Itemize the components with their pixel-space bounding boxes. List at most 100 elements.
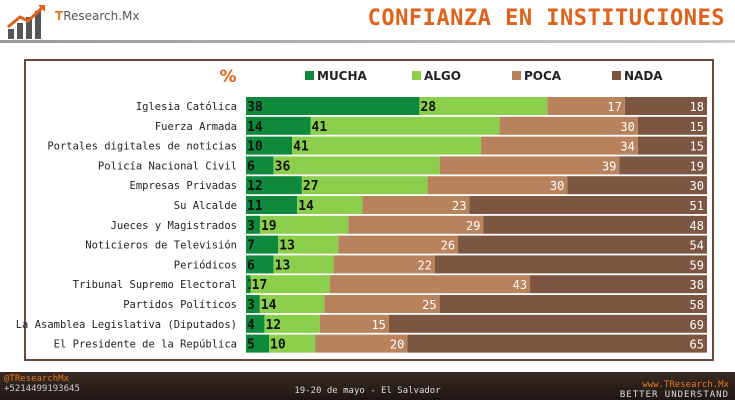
bar-segment <box>435 255 707 274</box>
bar-segment <box>246 116 311 135</box>
bar-segment <box>547 97 625 115</box>
bar-segment <box>292 136 482 155</box>
data-label: 23 <box>452 199 466 213</box>
bar-segment <box>250 275 330 294</box>
bar-segment <box>278 235 339 254</box>
data-label: 48 <box>690 219 704 233</box>
header-divider <box>0 40 735 43</box>
category-label: Fuerza Armada <box>155 121 237 133</box>
bar-segment <box>530 275 707 294</box>
bar-segment <box>499 116 638 135</box>
bar-segment <box>338 235 459 254</box>
data-label: 26 <box>441 239 455 253</box>
category-label: Iglesia Católica <box>136 101 237 113</box>
category-label: La Asamblea Legislativa (Diputados) <box>16 319 237 331</box>
category-label: Jueces y Magistrados <box>111 220 237 232</box>
data-label: 41 <box>312 120 328 135</box>
bar-segment <box>481 136 638 155</box>
bar-segment <box>264 314 320 333</box>
bar-segment <box>329 275 531 294</box>
category-label: El Presidente de la República <box>54 339 237 351</box>
bar-segment <box>483 215 707 234</box>
category-label: Policía Nacional Civil <box>98 160 237 172</box>
data-label: 65 <box>690 338 704 352</box>
bar-segment <box>427 176 568 195</box>
data-label: 6 <box>247 159 255 174</box>
footer-contact: @TResearchMx +5214499193645 <box>4 374 80 394</box>
category-label: Tribunal Supremo Electoral <box>73 279 237 291</box>
data-label: 15 <box>690 120 704 134</box>
data-label: 59 <box>690 258 704 272</box>
bar-segment <box>469 196 707 214</box>
legend-swatch <box>305 71 314 80</box>
header: TResearch.Mx CONFIANZA EN INSTITUCIONES <box>0 0 735 44</box>
bar-segment <box>439 295 707 313</box>
data-label: 14 <box>247 120 263 135</box>
data-label: 20 <box>390 338 404 352</box>
data-label: 18 <box>690 100 704 114</box>
data-label: 30 <box>690 179 704 193</box>
legend-label: POCA <box>524 69 562 83</box>
bar-segment <box>246 156 274 175</box>
legend-swatch <box>412 71 421 80</box>
bar-segment <box>637 136 707 155</box>
data-label: 27 <box>303 179 319 194</box>
bar-segment <box>246 176 302 195</box>
legend-label: ALGO <box>424 69 461 83</box>
data-label: 69 <box>690 318 704 332</box>
data-label: 12 <box>265 318 281 333</box>
data-label: 19 <box>261 219 277 234</box>
data-label: 28 <box>420 100 436 115</box>
bar-segment <box>273 255 334 274</box>
data-label: 25 <box>422 298 436 312</box>
bar-segment <box>301 176 428 195</box>
bar-segment <box>619 156 707 175</box>
bar-segment <box>269 334 316 353</box>
bar-segment <box>458 235 707 254</box>
bar-segment <box>246 275 251 294</box>
data-label: 19 <box>690 159 704 173</box>
bar-segment <box>246 196 298 214</box>
bar-segment <box>567 176 707 195</box>
data-label: 14 <box>261 298 277 313</box>
unit-label: % <box>219 67 236 87</box>
data-label: 17 <box>252 278 268 293</box>
data-label: 15 <box>690 140 704 154</box>
footer-site: www.TResearch.Mx <box>642 380 729 390</box>
bar-segment <box>246 215 260 234</box>
bar-segment <box>246 334 270 353</box>
footer <box>0 372 735 400</box>
bar-segment <box>362 196 470 214</box>
bar-segment <box>310 116 500 135</box>
data-label: 58 <box>690 298 704 312</box>
data-label: 41 <box>293 140 309 155</box>
data-label: 38 <box>690 278 704 292</box>
category-label: Su Alcalde <box>174 200 237 212</box>
footer-date: 19-20 de mayo - El Salvador <box>294 386 441 396</box>
data-label: 3 <box>247 219 255 234</box>
legend-label: MUCHA <box>317 69 368 83</box>
category-label: Periódicos <box>174 259 237 271</box>
data-label: 13 <box>275 258 291 273</box>
data-label: 6 <box>247 258 255 273</box>
data-label: 51 <box>690 199 704 213</box>
bar-segment <box>407 334 707 353</box>
data-label: 36 <box>275 159 291 174</box>
data-label: 30 <box>550 179 564 193</box>
bar-segment <box>419 97 548 115</box>
data-label: 15 <box>371 318 385 332</box>
category-label: Partidos Políticos <box>123 299 237 311</box>
legend-label: NADA <box>624 69 663 83</box>
bar-segment <box>439 156 620 175</box>
data-label: 10 <box>270 338 286 353</box>
data-label: 13 <box>279 239 295 254</box>
bar-segment <box>246 97 420 115</box>
bar-segment <box>246 235 279 254</box>
category-label: Portales digitales de noticias <box>47 141 237 153</box>
bar-segment <box>259 295 325 313</box>
data-label: 38 <box>247 100 263 115</box>
bar-segment <box>315 334 408 353</box>
data-label: 43 <box>513 278 527 292</box>
bar-segment <box>319 314 389 333</box>
category-label: Empresas Privadas <box>130 180 237 192</box>
